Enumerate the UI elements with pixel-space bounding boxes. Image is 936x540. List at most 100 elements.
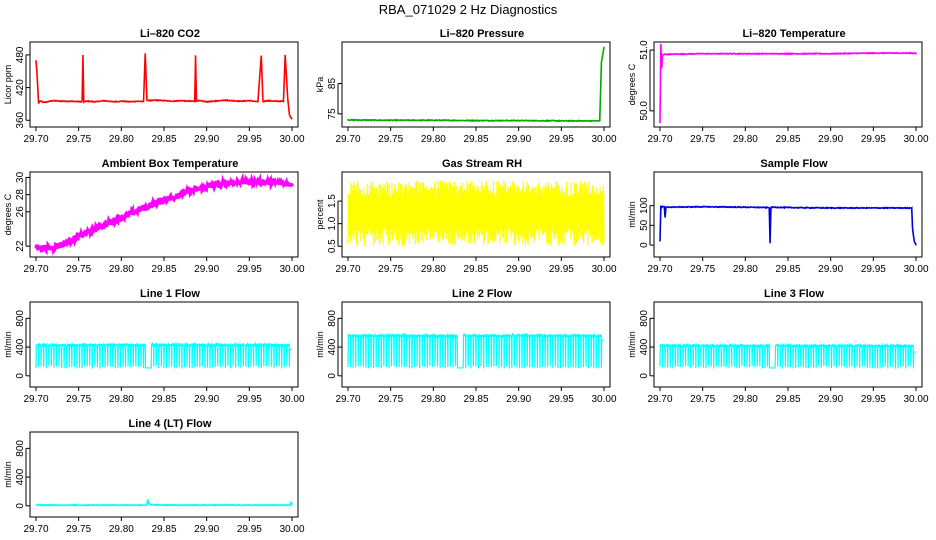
x-tick-label: 29.80	[421, 264, 446, 275]
x-tick-label: 29.70	[647, 134, 672, 145]
y-tick-label: 800	[327, 310, 338, 327]
y-tick-label: 51.0	[639, 40, 650, 60]
x-tick-label: 29.75	[378, 394, 403, 405]
y-tick-label: 1.0	[327, 216, 338, 230]
plot-frame	[29, 41, 299, 128]
x-tick-label: 29.80	[109, 264, 134, 275]
x-tick-label: 30.00	[279, 134, 304, 145]
y-axis-label: kPa	[315, 77, 325, 93]
x-tick-label: 29.80	[109, 394, 134, 405]
chart-title: Li–820 CO2	[140, 28, 200, 40]
chart-li820-temp: Li–820 Temperature degrees C50.0 51.0 29.70…	[627, 28, 929, 145]
x-tick-label: 29.90	[194, 394, 219, 405]
chart-title: Ambient Box Temperature	[102, 158, 239, 170]
x-tick-label: 30.00	[903, 134, 928, 145]
data-series-box_temp	[34, 172, 294, 257]
x-tick-label: 29.85	[775, 134, 800, 145]
x-tick-label: 29.70	[23, 524, 48, 535]
x-tick-label: 29.90	[506, 134, 531, 145]
y-axis-label: Licor ppm	[3, 65, 13, 105]
chart-title: Line 1 Flow	[140, 288, 200, 300]
y-tick-label: 0	[15, 503, 26, 509]
y-tick-label: 100	[639, 197, 650, 214]
panel-line4: Line 4 (LT) Flow ml/min 0 400 800 29.70 29.75 2…	[0, 410, 312, 540]
x-tick-label: 29.70	[23, 134, 48, 145]
y-axis-label: ml/min	[627, 201, 637, 228]
y-tick-label: 22	[15, 240, 26, 252]
x-tick-label: 30.00	[279, 524, 304, 535]
x-tick-label: 29.70	[647, 264, 672, 275]
x-tick-label: 30.00	[591, 394, 616, 405]
panel-line3: Line 3 Flow ml/min 0 400 800 29.70 29.75 29.80 2…	[624, 280, 936, 410]
y-axis-label: degrees C	[627, 63, 637, 105]
x-tick-label: 29.95	[237, 394, 262, 405]
y-tick-label: 800	[15, 440, 26, 457]
x-tick-label: 29.95	[549, 394, 574, 405]
plot-frame	[653, 171, 923, 258]
page-title: RBA_071029 2 Hz Diagnostics	[378, 2, 558, 17]
y-tick-label: 30	[15, 171, 26, 183]
y-tick-label: 50	[639, 219, 650, 231]
y-tick-label: 400	[15, 338, 26, 355]
y-tick-label: 75	[327, 108, 338, 120]
x-tick-label: 29.70	[335, 394, 360, 405]
x-tick-label: 29.85	[775, 264, 800, 275]
x-tick-label: 29.90	[818, 394, 843, 405]
x-tick-label: 29.85	[463, 134, 488, 145]
x-tick-label: 29.85	[151, 264, 176, 275]
panel-pressure: Li–820 Pressure kPa 75 85 29.70 29.75 29.80 29.…	[312, 20, 624, 150]
y-tick-label: 800	[15, 310, 26, 327]
y-tick-label: 400	[15, 468, 26, 485]
x-tick-label: 29.95	[237, 264, 262, 275]
chart-sample-flow: Sample Flow ml/min 0 50 100 29.70 29.75 29.80 29…	[627, 158, 929, 275]
x-tick-label: 29.95	[549, 134, 574, 145]
x-tick-label: 29.90	[818, 264, 843, 275]
data-series-line1	[35, 341, 292, 369]
x-tick-label: 29.75	[66, 134, 91, 145]
x-tick-label: 29.95	[237, 134, 262, 145]
y-axis-label: degrees C	[3, 193, 13, 235]
y-tick-label: 400	[327, 338, 338, 355]
x-tick-label: 29.95	[861, 134, 886, 145]
x-tick-label: 29.90	[506, 394, 531, 405]
x-tick-label: 29.75	[690, 264, 715, 275]
y-tick-label: 360	[15, 111, 26, 128]
data-series-line3	[659, 342, 916, 369]
panel-co2: Li–820 CO2 Licor ppm 360 420 480 29.70 29.75 29…	[0, 20, 312, 150]
x-tick-label: 29.85	[463, 394, 488, 405]
x-tick-label: 29.85	[463, 264, 488, 275]
chart-line1: Line 1 Flow ml/min 0 400 800 29.70 29.75 29.80 2…	[3, 288, 305, 405]
x-tick-label: 29.75	[690, 394, 715, 405]
panel-line1: Line 1 Flow ml/min 0 400 800 29.70 29.75 29.80 2…	[0, 280, 312, 410]
chart-pressure: Li–820 Pressure kPa 75 85 29.70 29.75 29.80 29.…	[315, 28, 617, 145]
y-axis-label: ml/min	[3, 461, 13, 488]
x-tick-label: 29.90	[194, 264, 219, 275]
panel-rh: Gas Stream RH percent 0.5 1.0 1.5 29.70 29.75 2…	[312, 150, 624, 280]
y-tick-label: 800	[639, 310, 650, 327]
x-tick-label: 29.80	[421, 394, 446, 405]
x-tick-label: 30.00	[591, 264, 616, 275]
y-tick-label: 0	[327, 373, 338, 379]
x-tick-label: 29.75	[690, 134, 715, 145]
panel-li820-temp: Li–820 Temperature degrees C 50.0 51.0 29.70…	[624, 20, 936, 150]
chart-box-temp: Ambient Box Temperature degrees C22 26 28 30…	[3, 158, 305, 275]
x-tick-label: 29.80	[733, 134, 758, 145]
data-series-li820_temp	[659, 43, 917, 124]
y-axis-label: percent	[315, 199, 325, 230]
x-tick-label: 30.00	[591, 134, 616, 145]
y-tick-label: 0.5	[327, 239, 338, 253]
x-tick-label: 29.90	[506, 264, 531, 275]
x-tick-label: 29.70	[23, 264, 48, 275]
y-tick-label: 400	[639, 338, 650, 355]
x-tick-label: 29.80	[733, 264, 758, 275]
data-series-rh	[347, 180, 605, 247]
chart-title: Line 3 Flow	[764, 288, 824, 300]
chart-title: Line 2 Flow	[452, 288, 512, 300]
chart-title: Li–820 Pressure	[440, 28, 524, 40]
data-series-line2	[347, 332, 604, 369]
chart-title: Line 4 (LT) Flow	[129, 418, 212, 430]
x-tick-label: 29.95	[861, 264, 886, 275]
x-tick-label: 29.70	[335, 264, 360, 275]
y-tick-label: 85	[327, 78, 338, 90]
